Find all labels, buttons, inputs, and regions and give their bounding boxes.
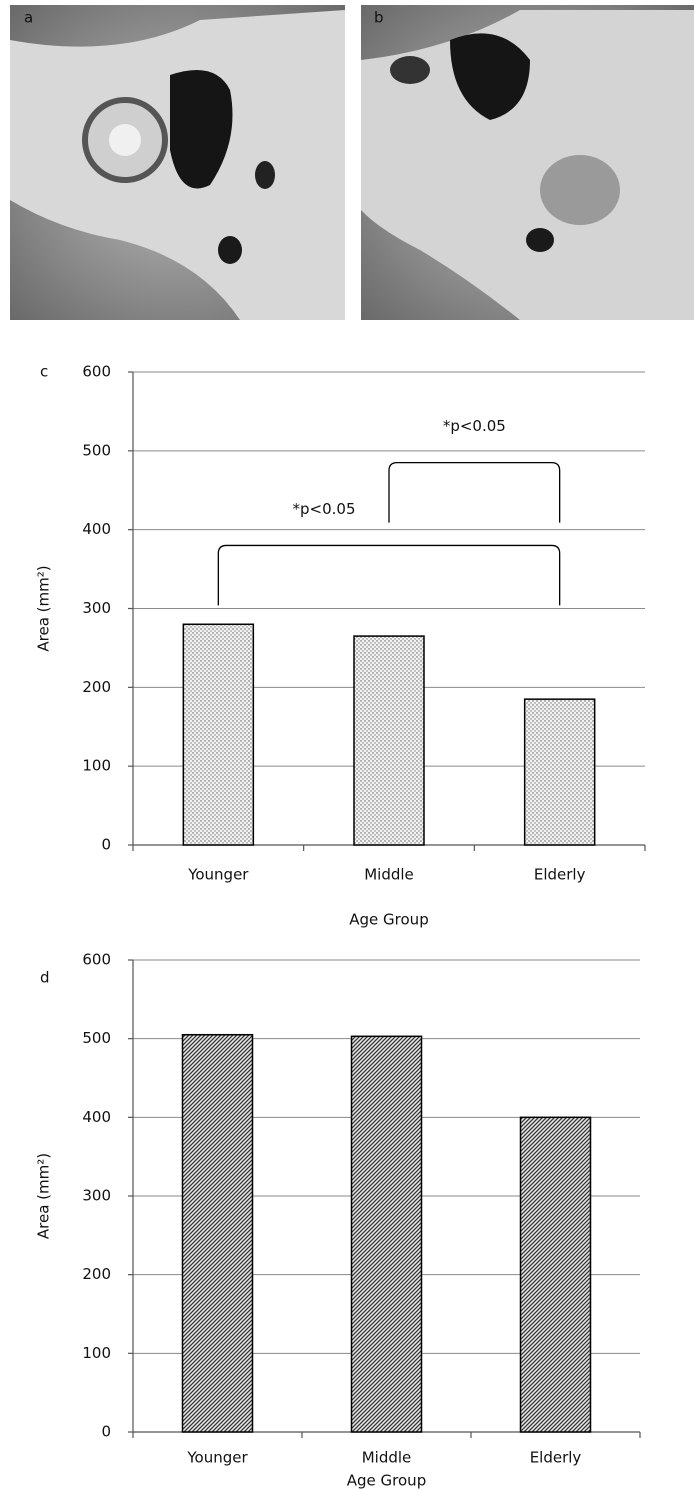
bar xyxy=(519,1116,592,1433)
ct-image-a xyxy=(10,5,345,320)
x-tick-label: Younger xyxy=(187,866,249,884)
panel-label: a xyxy=(24,9,33,27)
bar xyxy=(181,1033,254,1433)
y-tick-label: 0 xyxy=(101,1423,111,1441)
x-tick-label: Middle xyxy=(364,866,414,884)
significance-bracket xyxy=(388,462,561,523)
y-tick-label: 100 xyxy=(82,757,111,775)
y-tick-label: 600 xyxy=(82,951,111,969)
y-tick-label: 200 xyxy=(82,678,111,696)
y-tick-label: 200 xyxy=(82,1265,111,1283)
bar xyxy=(353,635,425,846)
y-tick-label: 400 xyxy=(82,520,111,538)
x-tick-label: Elderly xyxy=(534,866,586,884)
significance-label: *p<0.05 xyxy=(293,500,356,518)
ct-image-b xyxy=(361,5,694,320)
y-tick-label: 0 xyxy=(101,836,111,854)
x-axis-label: Age Group xyxy=(349,911,428,929)
significance-label: *p<0.05 xyxy=(443,417,506,435)
y-tick-label: 300 xyxy=(82,599,111,617)
panel-label: d xyxy=(40,969,50,987)
x-tick-label: Middle xyxy=(362,1449,412,1467)
bar xyxy=(182,623,255,846)
x-tick-label: Younger xyxy=(186,1449,248,1467)
y-axis-label: Area (mm²) xyxy=(35,1153,53,1239)
x-tick-label: Elderly xyxy=(530,1449,582,1467)
bar xyxy=(350,1035,423,1433)
y-tick-label: 100 xyxy=(82,1344,111,1362)
panel-label: c xyxy=(40,363,48,381)
y-axis-label: Area (mm²) xyxy=(35,565,53,651)
y-tick-label: 400 xyxy=(82,1108,111,1126)
bar xyxy=(523,698,596,846)
y-tick-label: 500 xyxy=(82,441,111,459)
x-axis-label: Age Group xyxy=(347,1472,426,1489)
significance-bracket xyxy=(217,544,561,606)
y-tick-label: 600 xyxy=(82,363,111,381)
y-tick-label: 500 xyxy=(82,1029,111,1047)
y-tick-label: 300 xyxy=(82,1187,111,1205)
panel-label: b xyxy=(374,9,384,27)
